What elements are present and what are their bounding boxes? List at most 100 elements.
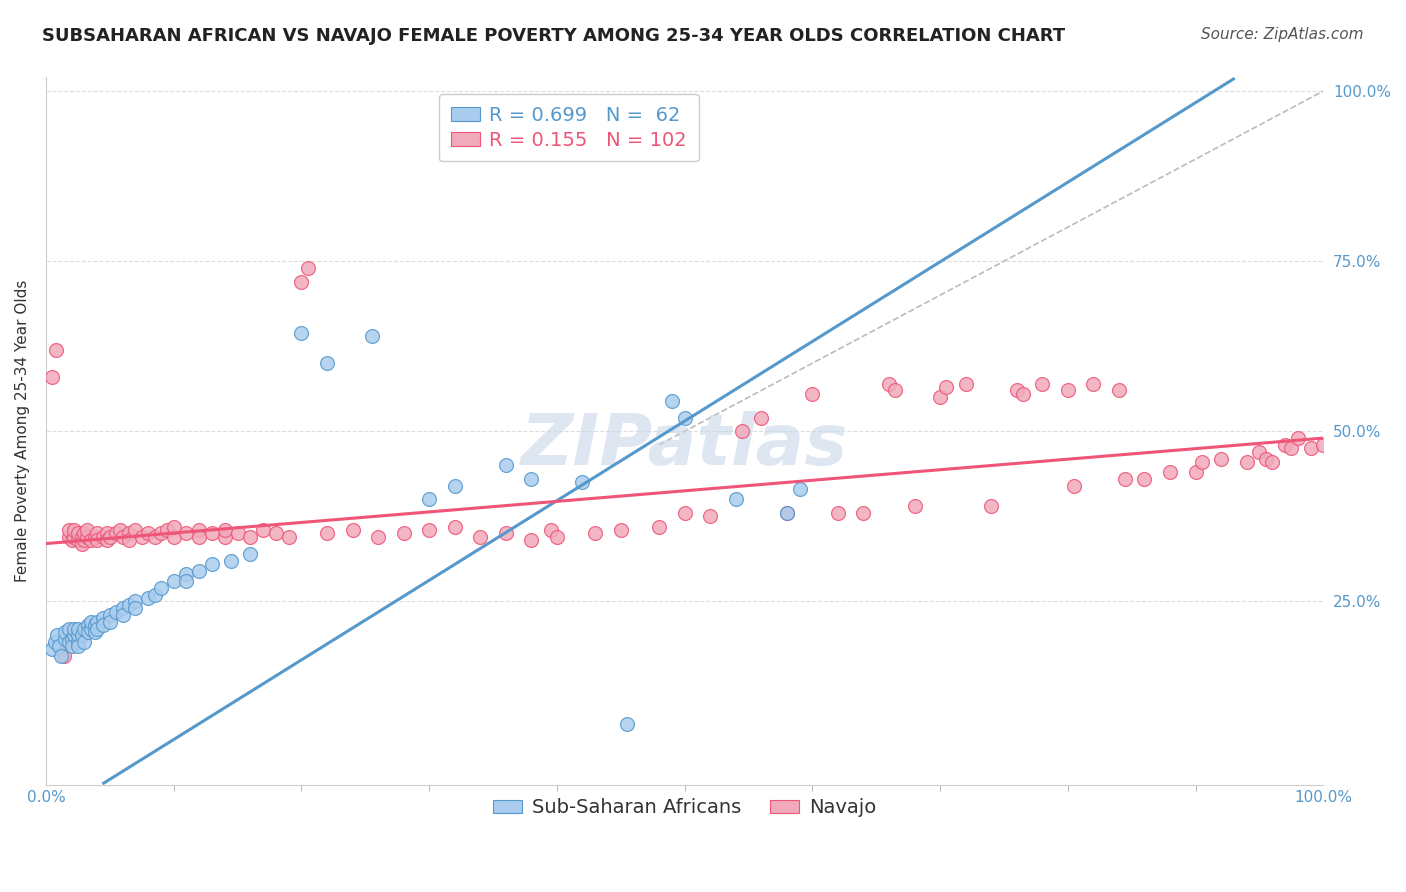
Point <box>63 622 86 636</box>
Point <box>801 387 824 401</box>
Point <box>201 557 224 571</box>
Point <box>583 526 606 541</box>
Point <box>827 506 849 520</box>
Point <box>163 519 186 533</box>
Point <box>53 632 76 646</box>
Point <box>219 553 242 567</box>
Point <box>226 526 249 541</box>
Point <box>108 523 131 537</box>
Point <box>48 639 70 653</box>
Point <box>66 533 89 548</box>
Point <box>79 622 101 636</box>
Point <box>73 635 96 649</box>
Point <box>53 635 76 649</box>
Point <box>53 625 76 640</box>
Point <box>1261 455 1284 469</box>
Point <box>277 530 299 544</box>
Point <box>66 622 89 636</box>
Point <box>98 615 121 629</box>
Point <box>83 625 105 640</box>
Point <box>44 635 66 649</box>
Point <box>118 598 141 612</box>
Point <box>1083 376 1105 391</box>
Point <box>93 618 115 632</box>
Point <box>776 506 799 520</box>
Point <box>163 574 186 588</box>
Point <box>63 628 86 642</box>
Point <box>149 581 172 595</box>
Point <box>290 326 312 340</box>
Point <box>41 369 63 384</box>
Point <box>45 343 67 357</box>
Point <box>118 526 141 541</box>
Point <box>290 275 312 289</box>
Point <box>124 523 146 537</box>
Point <box>1254 451 1277 466</box>
Point <box>86 622 108 636</box>
Point <box>1274 438 1296 452</box>
Point <box>86 526 108 541</box>
Point <box>66 526 89 541</box>
Point <box>610 523 633 537</box>
Point <box>731 424 754 438</box>
Point <box>1159 465 1181 479</box>
Point <box>661 393 683 408</box>
Point <box>76 523 98 537</box>
Point <box>55 628 77 642</box>
Point <box>1114 472 1136 486</box>
Point <box>58 635 80 649</box>
Point <box>571 475 593 490</box>
Point <box>1184 465 1206 479</box>
Point <box>52 648 75 663</box>
Point <box>252 523 274 537</box>
Point <box>60 632 83 646</box>
Point <box>540 523 562 537</box>
Point <box>367 530 389 544</box>
Point <box>443 519 465 533</box>
Point <box>903 499 925 513</box>
Point <box>297 260 319 275</box>
Point <box>66 628 89 642</box>
Point <box>176 567 198 582</box>
Point <box>41 642 63 657</box>
Point <box>51 648 73 663</box>
Point <box>520 533 543 548</box>
Point <box>418 492 440 507</box>
Point <box>188 564 211 578</box>
Point <box>77 618 100 632</box>
Point <box>73 526 96 541</box>
Point <box>852 506 875 520</box>
Point <box>70 536 93 550</box>
Point <box>1286 431 1309 445</box>
Point <box>70 628 93 642</box>
Point <box>86 533 108 548</box>
Point <box>63 523 86 537</box>
Point <box>63 530 86 544</box>
Point <box>1108 384 1130 398</box>
Point <box>1056 384 1078 398</box>
Point <box>749 410 772 425</box>
Point <box>884 384 907 398</box>
Point <box>214 523 236 537</box>
Point <box>93 611 115 625</box>
Point <box>73 622 96 636</box>
Point <box>73 533 96 548</box>
Point <box>929 390 952 404</box>
Point <box>470 530 492 544</box>
Point <box>98 607 121 622</box>
Point <box>214 530 236 544</box>
Point <box>79 615 101 629</box>
Point <box>66 635 89 649</box>
Point <box>648 519 671 533</box>
Point <box>98 530 121 544</box>
Point <box>70 530 93 544</box>
Point <box>96 533 118 548</box>
Point <box>124 594 146 608</box>
Point <box>163 530 186 544</box>
Point <box>1133 472 1156 486</box>
Point <box>76 530 98 544</box>
Point <box>418 523 440 537</box>
Point <box>1005 384 1028 398</box>
Point <box>143 530 166 544</box>
Point <box>105 605 128 619</box>
